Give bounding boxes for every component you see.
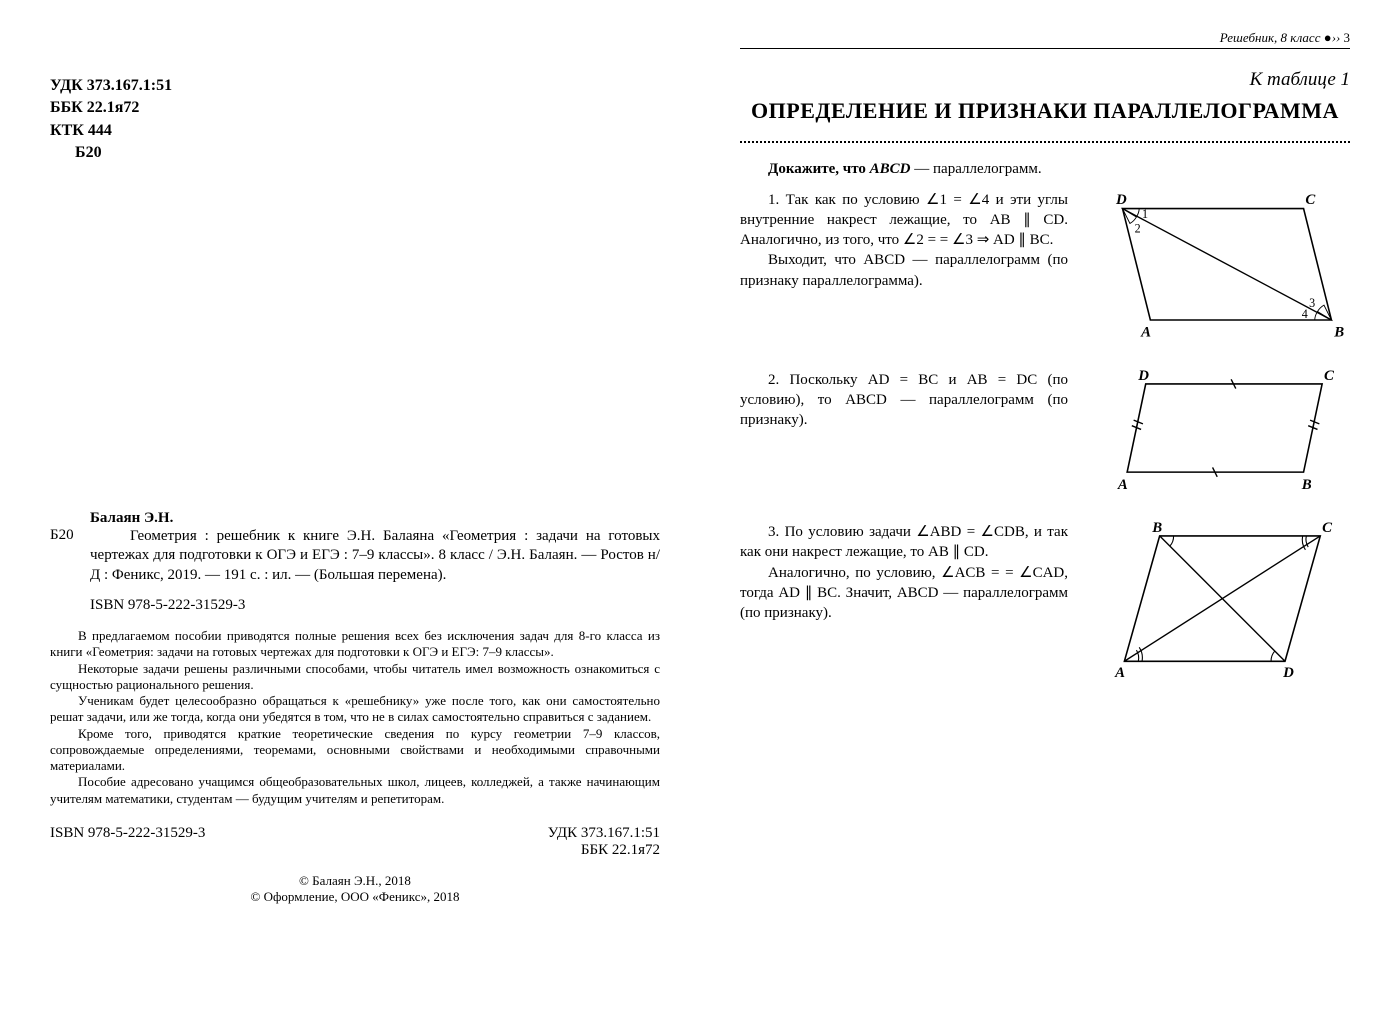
diagram-1: D C A B 1 2 3 4 — [1090, 190, 1350, 348]
problem-3-par2: Аналогично, по условию, ∠ACB = = ∠CAD, т… — [740, 563, 1068, 624]
copyright-block: © Балаян Э.Н., 2018 © Оформление, ООО «Ф… — [50, 873, 660, 905]
abstract-p2: Некоторые задачи решены различными спосо… — [50, 661, 660, 694]
copyright-publisher: © Оформление, ООО «Феникс», 2018 — [50, 889, 660, 905]
b20-code: Б20 — [50, 142, 660, 164]
prove-tail: — параллелограмм. — [911, 161, 1042, 177]
entry-label: Б20 — [50, 527, 90, 544]
problem-3-par1: 3. По условию задачи ∠ABD = ∠CDB, и так … — [740, 522, 1068, 563]
label-D: D — [1282, 665, 1294, 680]
header-text: Решебник, 8 класс ●›› — [1220, 30, 1344, 45]
ktk-code: КТК 444 — [50, 120, 660, 142]
label-B: B — [1151, 522, 1162, 536]
bbk-bottom: ББК 22.1я72 — [548, 842, 660, 859]
label-A: A — [1117, 477, 1128, 493]
bottom-codes: ISBN 978-5-222-31529-3 УДК 373.167.1:51 … — [50, 825, 660, 859]
left-page: УДК 373.167.1:51 ББК 22.1я72 КТК 444 Б20… — [0, 0, 700, 1030]
abstract-p3: Ученикам будет целесообразно обращаться … — [50, 693, 660, 726]
diagram-2: D C A B — [1090, 370, 1350, 500]
label-A: A — [1140, 324, 1151, 340]
label-A: A — [1114, 665, 1125, 680]
problem-2: 2. Поскольку AD = BC и AB = DC (по услов… — [740, 370, 1350, 500]
section-title: ОПРЕДЕЛЕНИЕ И ПРИЗНАКИ ПАРАЛЛЕЛОГРАММА — [740, 97, 1350, 125]
label-C: C — [1324, 370, 1335, 384]
prove-label: Докажите, что — [768, 161, 870, 177]
label-C: C — [1322, 522, 1333, 536]
udk-bottom: УДК 373.167.1:51 — [548, 825, 660, 842]
angle-4: 4 — [1302, 307, 1308, 321]
bibliographic-block: Балаян Э.Н. Б20 Геометрия : решебник к к… — [50, 510, 660, 905]
divider-dots — [740, 141, 1350, 143]
problem-3-text: 3. По условию задачи ∠ABD = ∠CDB, и так … — [740, 522, 1068, 623]
angle-3: 3 — [1309, 295, 1315, 309]
abstract-p5: Пособие адресовано учащимся общеобразова… — [50, 774, 660, 807]
bibliographic-description: Геометрия : решебник к книге Э.Н. Балаян… — [90, 527, 660, 586]
label-C: C — [1305, 191, 1316, 207]
isbn-top: ISBN 978-5-222-31529-3 — [50, 597, 660, 614]
problem-2-text: 2. Поскольку AD = BC и AB = DC (по услов… — [740, 370, 1068, 431]
page-number: 3 — [1344, 30, 1351, 45]
running-header: Решебник, 8 класс ●›› 3 — [740, 30, 1350, 49]
label-D: D — [1137, 370, 1149, 384]
problem-1-par1: 1. Так как по условию ∠1 = ∠4 и эти углы… — [740, 190, 1068, 251]
table-reference: К таблице 1 — [740, 69, 1350, 91]
isbn-bottom: ISBN 978-5-222-31529-3 — [50, 825, 205, 859]
bbk-code: ББК 22.1я72 — [50, 97, 660, 119]
abstract-p1: В предлагаемом пособии приводятся полные… — [50, 628, 660, 661]
copyright-author: © Балаян Э.Н., 2018 — [50, 873, 660, 889]
diagram-3: B C A D — [1090, 522, 1350, 685]
problem-3: 3. По условию задачи ∠ABD = ∠CDB, и так … — [740, 522, 1350, 685]
angle-2: 2 — [1135, 221, 1141, 235]
problem-1-text: 1. Так как по условию ∠1 = ∠4 и эти углы… — [740, 190, 1068, 291]
author-name: Балаян Э.Н. — [50, 510, 660, 527]
classification-codes: УДК 373.167.1:51 ББК 22.1я72 КТК 444 Б20 — [50, 75, 660, 165]
problem-2-par1: 2. Поскольку AD = BC и AB = DC (по услов… — [740, 370, 1068, 431]
abstract-p4: Кроме того, приводятся краткие теоретиче… — [50, 726, 660, 775]
prove-object: ABCD — [870, 161, 911, 177]
angle-1: 1 — [1142, 206, 1148, 220]
right-page: Решебник, 8 класс ●›› 3 К таблице 1 ОПРЕ… — [700, 0, 1400, 1030]
abstract-text: В предлагаемом пособии приводятся полные… — [50, 628, 660, 807]
udk-code: УДК 373.167.1:51 — [50, 75, 660, 97]
problem-1-par2: Выходит, что ABCD — параллелограмм (по п… — [740, 250, 1068, 291]
prove-statement: Докажите, что ABCD — параллелограмм. — [740, 161, 1350, 178]
problem-1: 1. Так как по условию ∠1 = ∠4 и эти углы… — [740, 190, 1350, 348]
label-D: D — [1115, 191, 1127, 207]
label-B: B — [1301, 477, 1312, 493]
label-B: B — [1333, 324, 1344, 340]
